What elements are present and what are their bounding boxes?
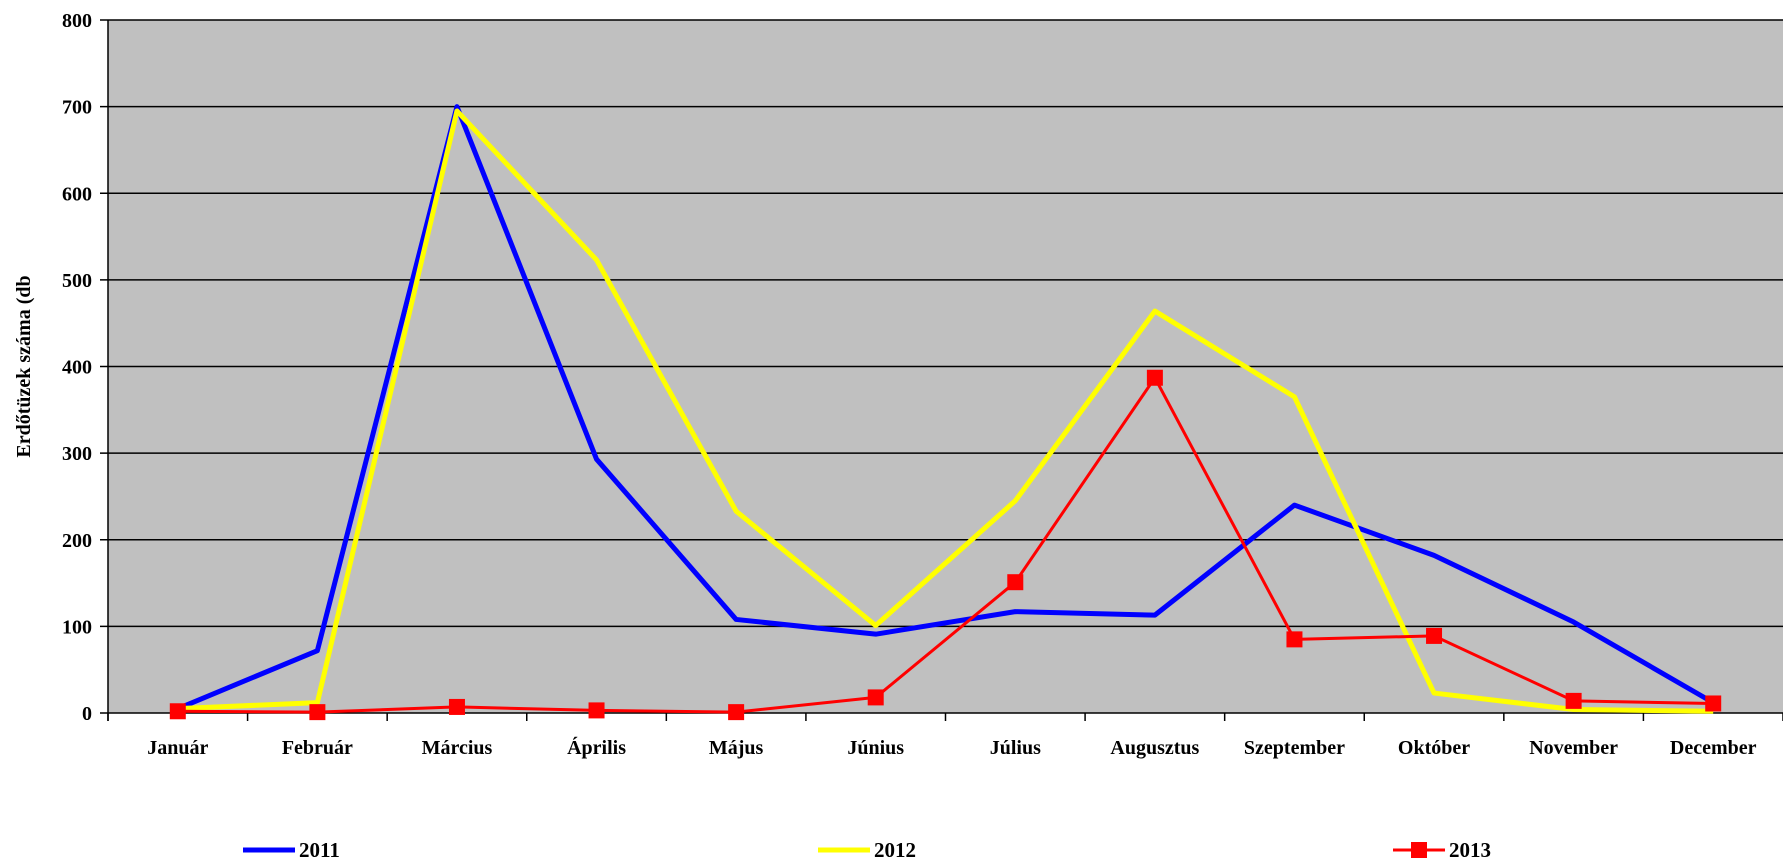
x-tick-label: Március — [422, 737, 493, 759]
data-point-2013 — [1426, 627, 1443, 644]
y-axis-ticks: 0 100 200 300 400 500 600 700 800 — [62, 10, 108, 725]
series-line-2012 — [177, 108, 1714, 714]
y-tick-label: 600 — [62, 183, 92, 205]
legend-marker-2013 — [1411, 842, 1427, 858]
data-point-2013 — [1705, 695, 1722, 712]
series-line-2011 — [176, 104, 1715, 711]
x-tick-label: Május — [709, 737, 764, 759]
gridlines — [108, 19, 1783, 628]
data-point-2013 — [309, 704, 326, 721]
x-tick-label: Április — [567, 736, 626, 759]
data-point-2013 — [1565, 692, 1582, 709]
y-tick-label: 500 — [62, 270, 92, 292]
y-tick-label: 200 — [62, 530, 92, 552]
x-tick-label: Július — [990, 737, 1041, 759]
y-tick-label: 800 — [62, 10, 92, 32]
data-point-2013 — [448, 698, 465, 715]
y-tick-label: 0 — [82, 703, 92, 725]
data-point-2013 — [588, 702, 605, 719]
x-tick-label: November — [1529, 737, 1618, 759]
x-tick-label: Január — [147, 737, 208, 759]
data-point-2013 — [728, 704, 745, 721]
series-group — [169, 104, 1722, 721]
data-point-2013 — [1146, 369, 1163, 386]
y-tick-label: 700 — [62, 97, 92, 119]
data-point-2013 — [169, 703, 186, 720]
x-tick-label: Június — [847, 737, 904, 759]
data-point-2013 — [867, 689, 884, 706]
legend-label-2013: 2013 — [1449, 838, 1491, 862]
legend: 2011 2012 2013 — [243, 838, 1491, 862]
y-tick-label: 300 — [62, 443, 92, 465]
y-tick-label: 400 — [62, 357, 92, 379]
x-axis-ticks: Január Február Március Április Május Június Jú… — [107, 713, 1783, 759]
legend-label-2012: 2012 — [874, 838, 916, 862]
x-tick-label: Szeptember — [1244, 737, 1345, 759]
y-tick-label: 100 — [62, 616, 92, 638]
x-tick-label: Augusztus — [1110, 737, 1199, 759]
y-axis-title: Erdőtüzek száma (db — [13, 275, 35, 457]
legend-label-2011: 2011 — [299, 838, 340, 862]
x-tick-label: Február — [282, 737, 353, 759]
data-point-2013 — [1286, 631, 1303, 648]
x-tick-label: December — [1670, 737, 1757, 759]
series-line-2013 — [177, 376, 1714, 714]
x-tick-label: Október — [1398, 737, 1470, 759]
data-point-2013 — [1007, 574, 1024, 591]
